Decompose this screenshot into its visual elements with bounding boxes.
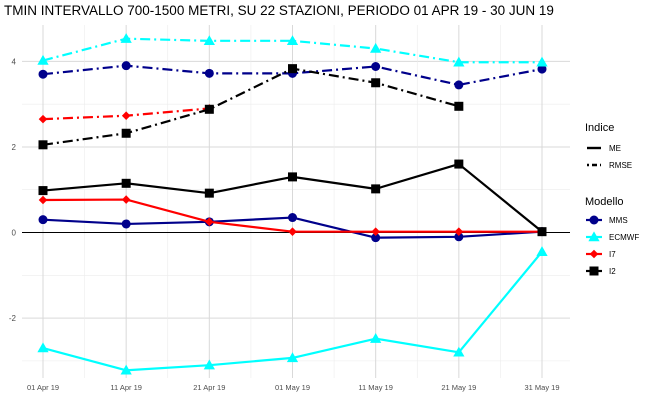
legend-modello-marker: [589, 249, 599, 259]
data-point: [370, 42, 382, 53]
data-point: [121, 128, 131, 138]
legend-modello-marker: [588, 231, 600, 242]
series-ecmwf-rmse: [37, 33, 548, 67]
data-point: [288, 213, 297, 223]
data-point: [286, 352, 299, 363]
data-point: [37, 54, 49, 65]
legend-modello-title: Modello: [585, 196, 624, 208]
y-tick-label: 4: [12, 57, 17, 66]
data-point: [203, 359, 215, 370]
data-point: [371, 184, 381, 194]
x-tick-label: 21 May 19: [441, 383, 476, 392]
series-i2-me: [38, 159, 547, 237]
data-point: [288, 227, 297, 236]
x-tick-label: 11 May 19: [358, 383, 392, 392]
data-point: [371, 78, 381, 88]
data-point: [38, 140, 48, 150]
data-point: [121, 111, 131, 120]
data-point: [204, 188, 214, 198]
series-line: [42, 67, 460, 146]
x-tick-label: 01 May 19: [275, 383, 310, 392]
grid: [22, 25, 570, 378]
data-point: [37, 342, 49, 353]
y-tick-label: -2: [9, 314, 17, 323]
series-i2-rmse: [38, 64, 464, 150]
data-point: [537, 227, 547, 237]
data-point: [453, 56, 465, 67]
data-point: [454, 227, 464, 236]
legend-modello-label: MMS: [609, 216, 628, 225]
data-point: [38, 114, 48, 124]
data-point: [120, 364, 132, 375]
data-point: [288, 172, 297, 182]
data-point: [454, 159, 464, 169]
data-point: [453, 346, 465, 357]
y-tick-label: 0: [12, 229, 17, 238]
series-ecmwf-me: [37, 246, 548, 375]
data-point: [205, 217, 214, 227]
data-point: [121, 61, 131, 71]
x-tick-label: 11 Apr 19: [110, 383, 142, 392]
data-point: [120, 33, 132, 43]
data-point: [454, 80, 464, 90]
data-point: [38, 195, 48, 205]
data-point: [371, 233, 381, 243]
legend-indice-label: RMSE: [609, 161, 632, 170]
data-point: [203, 35, 215, 46]
axes: -2 0 2 4 01 Apr 19 11 Apr 19 21 Apr 19 01 May 1…: [9, 57, 560, 392]
data-point: [536, 246, 548, 256]
data-point: [38, 215, 48, 225]
series-layer: [37, 33, 548, 375]
data-point: [121, 219, 131, 229]
legend-indice-label: ME: [609, 144, 621, 153]
legend-modello-label: ECMWF: [609, 233, 639, 242]
data-point: [454, 232, 464, 242]
chart-title: TMIN INTERVALLO 700-1500 METRI, SU 22 ST…: [4, 3, 554, 18]
data-point: [121, 178, 131, 188]
plot-panel: [22, 25, 570, 378]
legend-modello-marker: [589, 266, 599, 276]
data-point: [38, 69, 48, 79]
legend-modello-label: I2: [609, 267, 616, 276]
data-point: [204, 68, 214, 78]
x-tick-label: 31 May 19: [524, 383, 559, 392]
y-tick-label: 2: [12, 143, 17, 152]
data-point: [288, 64, 297, 74]
x-tick-label: 21 Apr 19: [193, 383, 225, 392]
data-point: [454, 101, 464, 111]
data-point: [371, 227, 380, 236]
data-point: [371, 62, 381, 72]
data-point: [536, 56, 548, 67]
legend: Indice ME RMSE Modello MMS ECMWF I7 I2: [585, 122, 639, 276]
legend-modello-marker: [589, 215, 599, 225]
x-tick-label: 01 Apr 19: [27, 383, 59, 392]
data-point: [38, 186, 48, 196]
data-point: [370, 333, 382, 343]
data-point: [286, 35, 299, 46]
legend-indice-title: Indice: [585, 122, 614, 134]
data-point: [204, 104, 214, 114]
data-point: [537, 64, 547, 74]
data-point: [121, 195, 131, 204]
legend-modello-label: I7: [609, 250, 616, 259]
